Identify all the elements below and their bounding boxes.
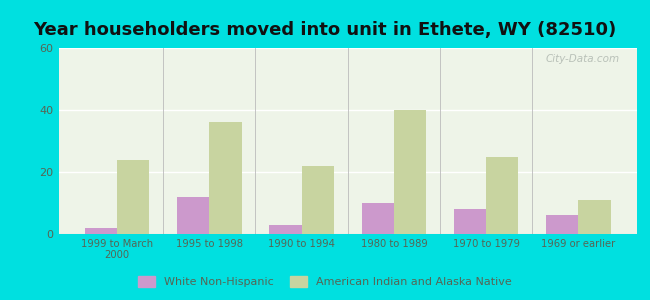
Bar: [394, 110, 426, 234]
Bar: [546, 215, 578, 234]
Bar: [302, 166, 334, 234]
Text: City-Data.com: City-Data.com: [545, 54, 619, 64]
Text: Year householders moved into unit in Ethete, WY (82510): Year householders moved into unit in Eth…: [33, 21, 617, 39]
Bar: [117, 160, 150, 234]
Bar: [177, 197, 209, 234]
Bar: [269, 225, 302, 234]
Bar: [578, 200, 611, 234]
Bar: [361, 203, 394, 234]
Bar: [486, 157, 519, 234]
Bar: [454, 209, 486, 234]
Bar: [84, 228, 117, 234]
Legend: White Non-Hispanic, American Indian and Alaska Native: White Non-Hispanic, American Indian and …: [134, 271, 516, 291]
Bar: [209, 122, 242, 234]
